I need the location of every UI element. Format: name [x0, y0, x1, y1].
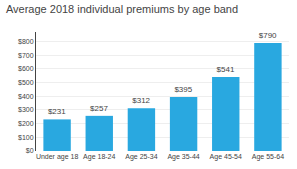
svg-text:Age 45-54: Age 45-54	[210, 153, 242, 161]
svg-text:$200: $200	[18, 120, 34, 127]
svg-text:$312: $312	[132, 96, 150, 105]
svg-text:$790: $790	[259, 31, 277, 40]
svg-text:$400: $400	[18, 93, 34, 100]
svg-text:$600: $600	[18, 65, 34, 72]
svg-text:Under age 18: Under age 18	[36, 153, 79, 161]
svg-text:$500: $500	[18, 79, 34, 86]
svg-text:$100: $100	[18, 134, 34, 141]
svg-text:$0: $0	[26, 147, 34, 154]
svg-text:Age 25-34: Age 25-34	[125, 153, 157, 161]
svg-text:Age 18-24: Age 18-24	[83, 153, 115, 161]
svg-text:$700: $700	[18, 52, 34, 59]
svg-text:$541: $541	[217, 65, 235, 74]
svg-text:$300: $300	[18, 106, 34, 113]
svg-text:Age 35-44: Age 35-44	[167, 153, 199, 161]
svg-text:Age 55-64: Age 55-64	[252, 153, 284, 161]
svg-text:$231: $231	[48, 107, 66, 116]
svg-text:$395: $395	[174, 85, 192, 94]
svg-text:Average 2018 individual premiu: Average 2018 individual premiums by age …	[6, 3, 238, 15]
svg-text:$800: $800	[18, 38, 34, 45]
svg-text:$257: $257	[90, 104, 108, 113]
